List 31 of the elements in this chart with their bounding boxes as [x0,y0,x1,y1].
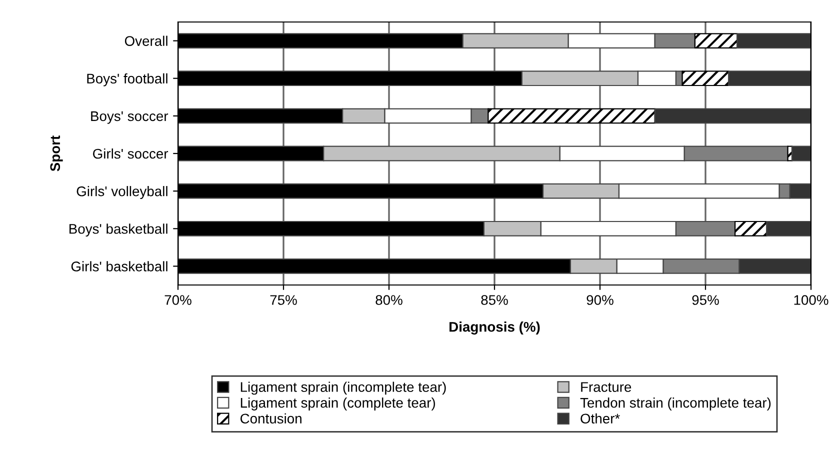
bar [791,146,811,162]
y-tick-label: Boys' football [87,73,168,86]
y-tick-label: Girls' volleyball [76,186,168,199]
x-tick-label: 85% [481,295,508,305]
bar [694,33,738,48]
y-tick-label: Overall [124,36,168,46]
y-tick-label: Boys' soccer [91,111,168,124]
y-tick-label: Boys' basketball [69,224,168,237]
bar [728,70,811,86]
x-tick-label: 75% [270,295,297,305]
bar [488,108,656,124]
x-tick-label: 90% [586,295,614,305]
bar [766,220,811,236]
legend-label: Fracture [581,382,632,392]
bar [682,70,730,86]
legend-label: Ligament sprain (incomplete tear) [240,382,446,395]
legend-label: Other* [580,413,620,424]
bar [734,220,768,236]
legend-label: Contusion [240,413,302,424]
y-tick-label: Girls' basketball [71,261,168,272]
y-axis-title: Sport [50,136,63,172]
x-tick-label: 95% [692,295,719,305]
x-axis-title: Diagnosis (%) [450,322,540,335]
x-tick-label: 70% [164,295,192,305]
y-tick-label: Girls' soccer [93,148,168,159]
x-tick-label: 80% [376,295,402,305]
bar [736,33,811,48]
x-tick-label: 100% [794,295,828,305]
legend-label: Tendon strain (incomplete tear) [580,398,771,410]
legend-label: Ligament sprain (complete tear) [240,398,436,410]
bar [654,108,811,124]
